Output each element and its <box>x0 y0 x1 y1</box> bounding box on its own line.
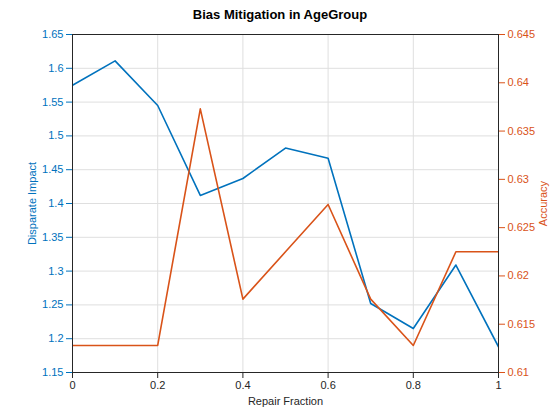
html-text:Bias Mitigation in AgeGroup: Bias Mitigation in AgeGroup <box>192 7 368 22</box>
svg-text:1.65: 1.65 <box>42 28 63 40</box>
svg-text:0.4: 0.4 <box>235 379 250 391</box>
svg-text:1.5: 1.5 <box>48 129 63 141</box>
svg-text:1.2: 1.2 <box>48 332 63 344</box>
svg-text:1.35: 1.35 <box>42 231 63 243</box>
svg-text:1.25: 1.25 <box>42 298 63 310</box>
svg-text:0.625: 0.625 <box>508 221 536 233</box>
svg-text:Accuracy: Accuracy <box>537 180 549 226</box>
svg-text:Disparate Impact: Disparate Impact <box>26 162 38 245</box>
svg-text:0.635: 0.635 <box>508 125 536 137</box>
svg-text:0.645: 0.645 <box>508 28 536 40</box>
svg-text:1.15: 1.15 <box>42 366 63 378</box>
svg-text:1.3: 1.3 <box>48 265 63 277</box>
svg-text:0.61: 0.61 <box>508 366 529 378</box>
svg-text:Repair Fraction: Repair Fraction <box>248 395 323 407</box>
svg-text:0.615: 0.615 <box>508 318 536 330</box>
svg-text:1.4: 1.4 <box>48 197 63 209</box>
svg-text:0.63: 0.63 <box>508 173 529 185</box>
svg-text:1.55: 1.55 <box>42 96 63 108</box>
svg-text:0.64: 0.64 <box>508 76 529 88</box>
svg-text:1.6: 1.6 <box>48 62 63 74</box>
svg-text:0.62: 0.62 <box>508 269 529 281</box>
svg-text:1.45: 1.45 <box>42 163 63 175</box>
svg-text:0.2: 0.2 <box>150 379 165 391</box>
svg-text:0.8: 0.8 <box>406 379 421 391</box>
svg-text:1: 1 <box>495 379 501 391</box>
svg-text:0.6: 0.6 <box>320 379 335 391</box>
svg-text:0: 0 <box>69 379 75 391</box>
